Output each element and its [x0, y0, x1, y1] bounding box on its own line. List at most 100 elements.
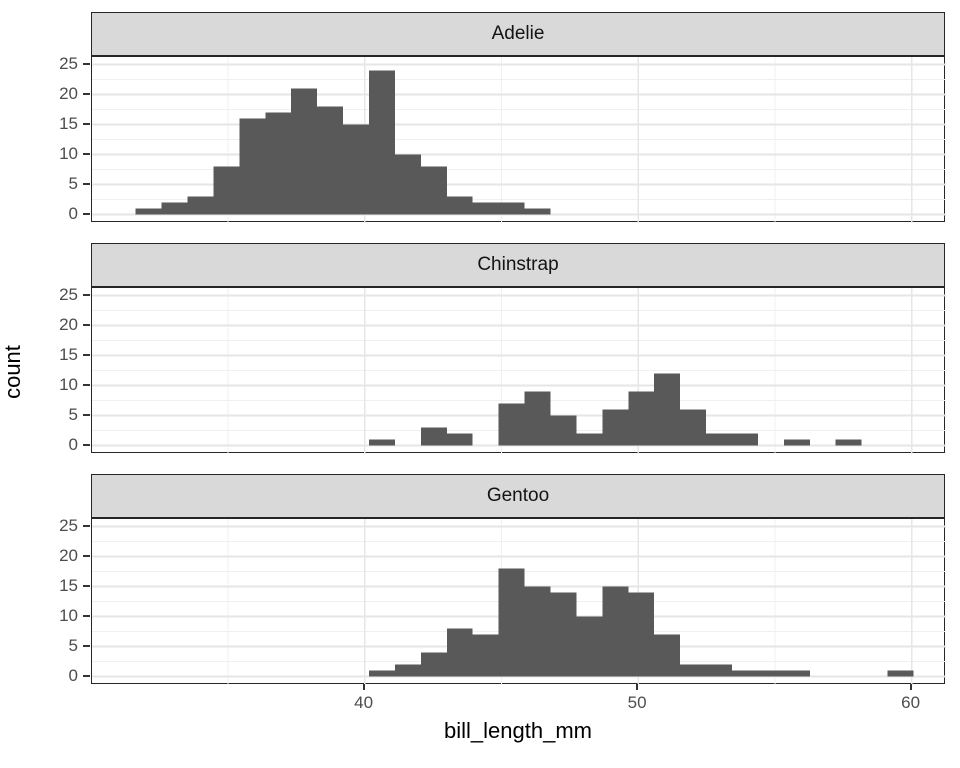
histogram-bar: [343, 124, 370, 215]
y-axis-tick-mark: [83, 152, 90, 155]
y-axis-tick-mark: [83, 644, 90, 647]
histogram-bar: [576, 433, 603, 446]
histogram-bar: [706, 664, 733, 677]
y-axis-tick-mark: [83, 353, 90, 356]
facet-strip-label: Chinstrap: [477, 254, 559, 275]
x-axis-tick-mark: [362, 684, 365, 690]
histogram-bar: [446, 433, 473, 446]
histogram-bar: [835, 439, 862, 446]
y-axis-tick-label: 0: [68, 203, 78, 223]
x-axis-tick-label: 60: [901, 693, 921, 712]
y-axis-tick-label: 20: [59, 314, 78, 334]
y-axis-tick-mark: [83, 62, 90, 65]
histogram-bar: [498, 202, 525, 215]
y-axis-tick-mark: [83, 554, 90, 557]
y-axis-tick-mark: [83, 92, 90, 95]
facet-strip-gentoo: Gentoo: [91, 474, 945, 518]
facet-strip-adelie: Adelie: [91, 12, 945, 56]
histogram-bar: [524, 586, 551, 677]
histogram-bar: [628, 391, 655, 446]
histogram-panel-chinstrap: [91, 287, 946, 454]
histogram-bar: [420, 652, 447, 677]
histogram-bar: [135, 208, 162, 215]
y-axis-tick-label: 25: [59, 515, 78, 535]
histogram-bar: [369, 670, 395, 677]
histogram-panel-gentoo: [91, 518, 946, 685]
y-axis-tick-mark: [83, 413, 90, 416]
histogram-bar: [420, 166, 447, 215]
histogram-bar: [369, 70, 395, 215]
histogram-bar: [706, 433, 733, 446]
y-axis-tick-label: 10: [59, 605, 78, 625]
histogram-bar: [265, 112, 292, 215]
y-axis-tick-label: 0: [68, 434, 78, 454]
x-axis-tick-mark: [636, 684, 639, 690]
y-axis-tick-label: 5: [68, 635, 78, 655]
histogram-bar: [628, 592, 655, 677]
histogram-bar: [732, 433, 758, 446]
x-axis-title: bill_length_mm: [444, 718, 592, 743]
y-axis-tick-label: 15: [59, 344, 78, 364]
histogram-bar: [472, 202, 499, 215]
histogram-bar: [369, 439, 395, 446]
y-axis-tick-mark: [83, 323, 90, 326]
histogram-bar: [446, 628, 473, 677]
histogram-bar: [602, 409, 629, 446]
histogram-bar: [187, 196, 214, 215]
x-axis-tick-mark: [909, 684, 912, 690]
y-axis-tick-label: 5: [68, 404, 78, 424]
facet-strip-chinstrap: Chinstrap: [91, 243, 945, 287]
y-axis-tick-label: 10: [59, 374, 78, 394]
histogram-bar: [654, 373, 681, 446]
histogram-bar: [498, 568, 525, 677]
histogram-bar: [680, 664, 707, 677]
facet-strip-label: Gentoo: [486, 485, 550, 506]
y-axis-tick-label: 20: [59, 545, 78, 565]
y-axis-tick-mark: [83, 614, 90, 617]
histogram-bar: [498, 403, 525, 446]
histogram-bar: [394, 154, 421, 215]
histogram-bar: [317, 106, 344, 215]
histogram-bar: [291, 88, 318, 215]
histogram-bar: [576, 616, 603, 677]
histogram-bar: [550, 415, 577, 446]
y-axis-tick-mark: [83, 443, 90, 446]
y-axis-tick-mark: [83, 293, 90, 296]
y-axis-title: count: [0, 345, 25, 399]
y-axis-tick-mark: [83, 584, 90, 587]
histogram-bar: [213, 166, 240, 215]
y-axis-tick-label: 25: [59, 53, 78, 73]
histogram-bar: [472, 634, 499, 677]
y-axis-tick-label: 25: [59, 284, 78, 304]
y-axis-tick-label: 0: [68, 665, 78, 685]
y-axis-tick-label: 5: [68, 173, 78, 193]
y-axis-tick-label: 10: [59, 143, 78, 163]
y-axis-tick-mark: [83, 674, 90, 677]
histogram-bar: [732, 670, 758, 677]
histogram-bar: [239, 118, 266, 215]
histogram-bar: [887, 670, 914, 677]
histogram-panel-adelie: [91, 56, 946, 223]
histogram-bar: [757, 670, 784, 677]
y-axis-tick-label: 15: [59, 113, 78, 133]
histogram-bar: [161, 202, 188, 215]
y-axis-tick-mark: [83, 383, 90, 386]
histogram-bar: [550, 592, 577, 677]
y-axis-tick-mark: [83, 212, 90, 215]
y-axis-tick-label: 20: [59, 83, 78, 103]
y-axis-tick-mark: [83, 524, 90, 527]
histogram-bar: [420, 427, 447, 446]
histogram-bar: [783, 670, 810, 677]
y-axis-tick-mark: [83, 122, 90, 125]
histogram-bar: [394, 664, 421, 677]
histogram-bar: [524, 391, 551, 446]
histogram-bar: [446, 196, 473, 215]
histogram-bar: [654, 634, 681, 677]
y-axis-tick-mark: [83, 182, 90, 185]
histogram-bar: [524, 208, 551, 215]
x-axis-tick-label: 40: [354, 693, 374, 712]
histogram-bar: [680, 409, 707, 446]
histogram-bar: [783, 439, 810, 446]
x-axis-tick-label: 50: [627, 693, 647, 712]
